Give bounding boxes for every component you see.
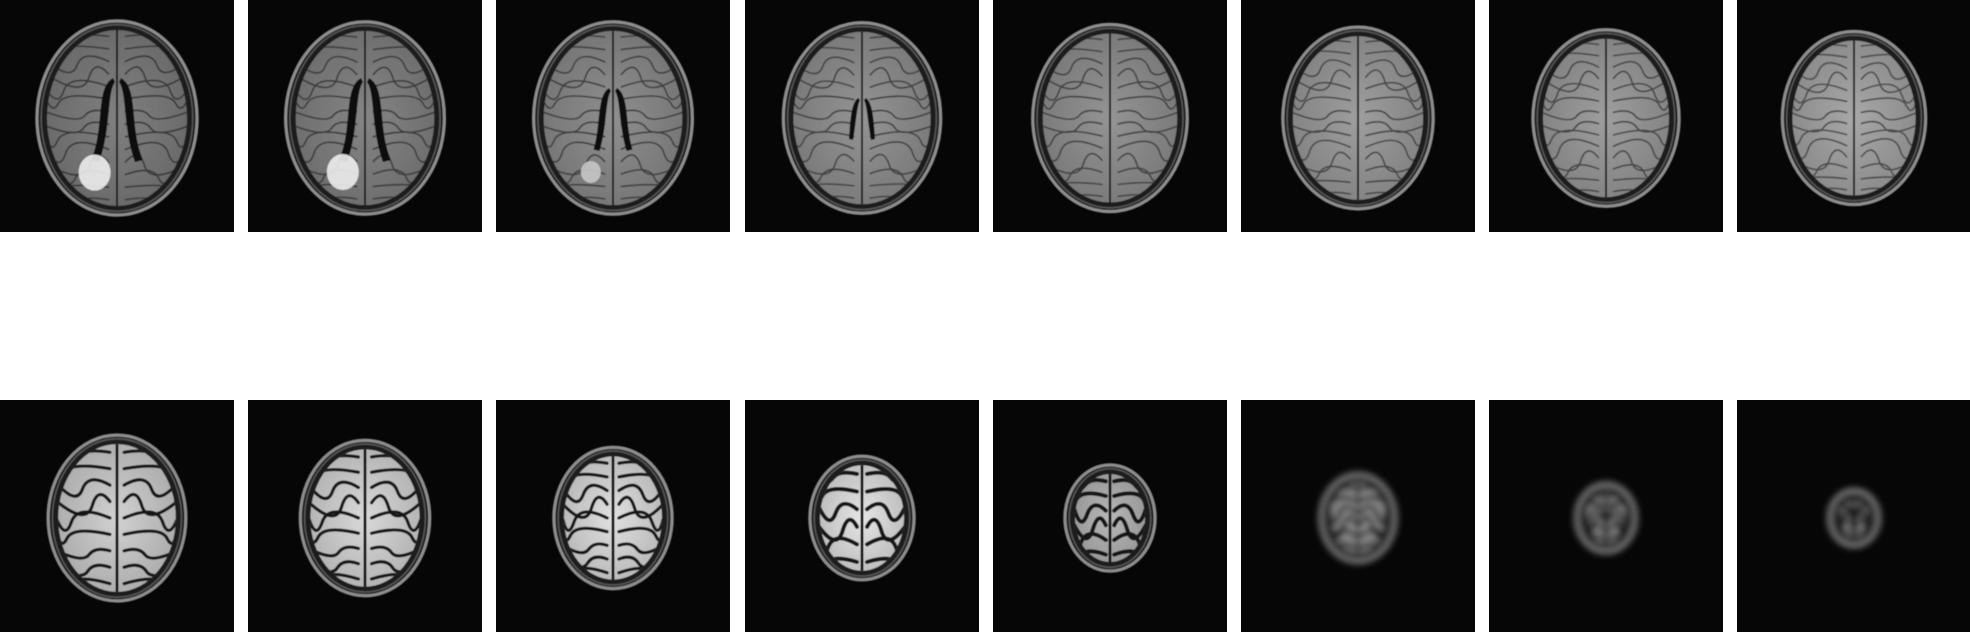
mri-slice-4 bbox=[745, 0, 979, 232]
mri-slice-image bbox=[552, 445, 674, 591]
mri-slice-image bbox=[1281, 25, 1435, 211]
mri-slice-8 bbox=[1737, 0, 1970, 232]
mri-slice-13 bbox=[993, 400, 1227, 632]
mri-slice-image bbox=[35, 19, 199, 217]
mri-slice-5 bbox=[993, 0, 1227, 232]
mri-slice-14 bbox=[1241, 400, 1475, 632]
mri-slice-3 bbox=[496, 0, 730, 232]
mri-slice-image bbox=[808, 454, 916, 582]
mri-slice-9 bbox=[0, 400, 234, 632]
mri-slice-image bbox=[298, 438, 432, 598]
mri-slice-image bbox=[1780, 29, 1928, 207]
mri-slice-11 bbox=[496, 400, 730, 632]
mri-slice-image bbox=[1031, 22, 1189, 214]
mri-slice-image bbox=[1063, 463, 1157, 573]
mri-slice-image bbox=[1573, 481, 1639, 555]
mri-slice-12 bbox=[745, 400, 979, 632]
mri-slice-image bbox=[1826, 487, 1882, 549]
mri-slice-7 bbox=[1489, 0, 1723, 232]
mri-slice-image bbox=[46, 433, 188, 603]
mri-slice-image bbox=[1318, 472, 1398, 564]
mri-slice-2 bbox=[248, 0, 482, 232]
mri-slice-image bbox=[531, 20, 695, 216]
mri-slice-image bbox=[781, 21, 943, 215]
mri-slice-image bbox=[283, 20, 447, 216]
mri-slice-16 bbox=[1737, 400, 1970, 632]
mri-slice-image bbox=[1531, 28, 1681, 208]
mri-slice-1 bbox=[0, 0, 234, 232]
mri-slice-15 bbox=[1489, 400, 1723, 632]
mri-slice-10 bbox=[248, 400, 482, 632]
mri-slice-6 bbox=[1241, 0, 1475, 232]
